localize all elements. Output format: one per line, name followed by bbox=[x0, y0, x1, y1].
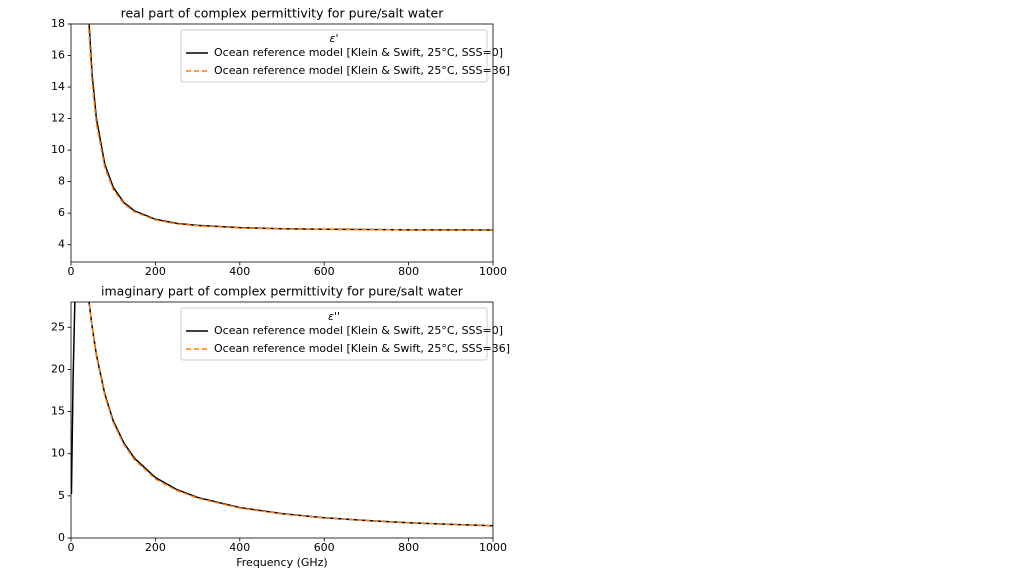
chart-title: imaginary part of complex permittivity f… bbox=[101, 284, 464, 299]
y-tick-label: 18 bbox=[51, 17, 65, 30]
legend-title: ε' bbox=[330, 32, 339, 45]
y-tick-label: 10 bbox=[51, 447, 65, 460]
y-tick-label: 8 bbox=[58, 175, 65, 188]
x-tick-label: 200 bbox=[145, 265, 166, 278]
y-tick-label: 5 bbox=[58, 489, 65, 502]
y-tick-label: 0 bbox=[58, 531, 65, 544]
legend-label: Ocean reference model [Klein & Swift, 25… bbox=[214, 64, 510, 77]
legend-label: Ocean reference model [Klein & Swift, 25… bbox=[214, 342, 510, 355]
x-tick-label: 800 bbox=[398, 541, 419, 554]
x-tick-label: 0 bbox=[68, 541, 75, 554]
y-tick-label: 6 bbox=[58, 206, 65, 219]
series-line bbox=[71, 302, 493, 527]
x-tick-label: 600 bbox=[314, 541, 335, 554]
x-tick-label: 600 bbox=[314, 265, 335, 278]
y-tick-label: 4 bbox=[58, 238, 65, 251]
x-tick-label: 1000 bbox=[479, 541, 507, 554]
x-axis-label: Frequency (GHz) bbox=[236, 556, 327, 569]
y-tick-label: 14 bbox=[51, 80, 65, 93]
y-tick-label: 15 bbox=[51, 405, 65, 418]
series-line bbox=[88, 302, 493, 527]
x-tick-label: 0 bbox=[68, 265, 75, 278]
y-tick-label: 10 bbox=[51, 143, 65, 156]
x-tick-label: 400 bbox=[229, 265, 250, 278]
legend-label: Ocean reference model [Klein & Swift, 25… bbox=[214, 46, 503, 59]
plot-area bbox=[87, 24, 493, 231]
y-tick-label: 20 bbox=[51, 362, 65, 375]
legend-label: Ocean reference model [Klein & Swift, 25… bbox=[214, 324, 503, 337]
x-tick-label: 400 bbox=[229, 541, 250, 554]
x-tick-label: 200 bbox=[145, 541, 166, 554]
legend-box bbox=[180, 307, 488, 361]
x-tick-label: 1000 bbox=[479, 265, 507, 278]
legend-title: ε'' bbox=[328, 310, 340, 323]
y-tick-label: 12 bbox=[51, 112, 65, 125]
legend-box bbox=[180, 29, 488, 83]
axes-frame bbox=[70, 23, 494, 263]
chart-title: real part of complex permittivity for pu… bbox=[121, 6, 445, 21]
y-tick-label: 25 bbox=[51, 320, 65, 333]
plot-area bbox=[71, 302, 493, 527]
x-tick-label: 800 bbox=[398, 265, 419, 278]
y-tick-label: 16 bbox=[51, 49, 65, 62]
axes-frame bbox=[70, 301, 494, 539]
series-line bbox=[87, 24, 493, 231]
